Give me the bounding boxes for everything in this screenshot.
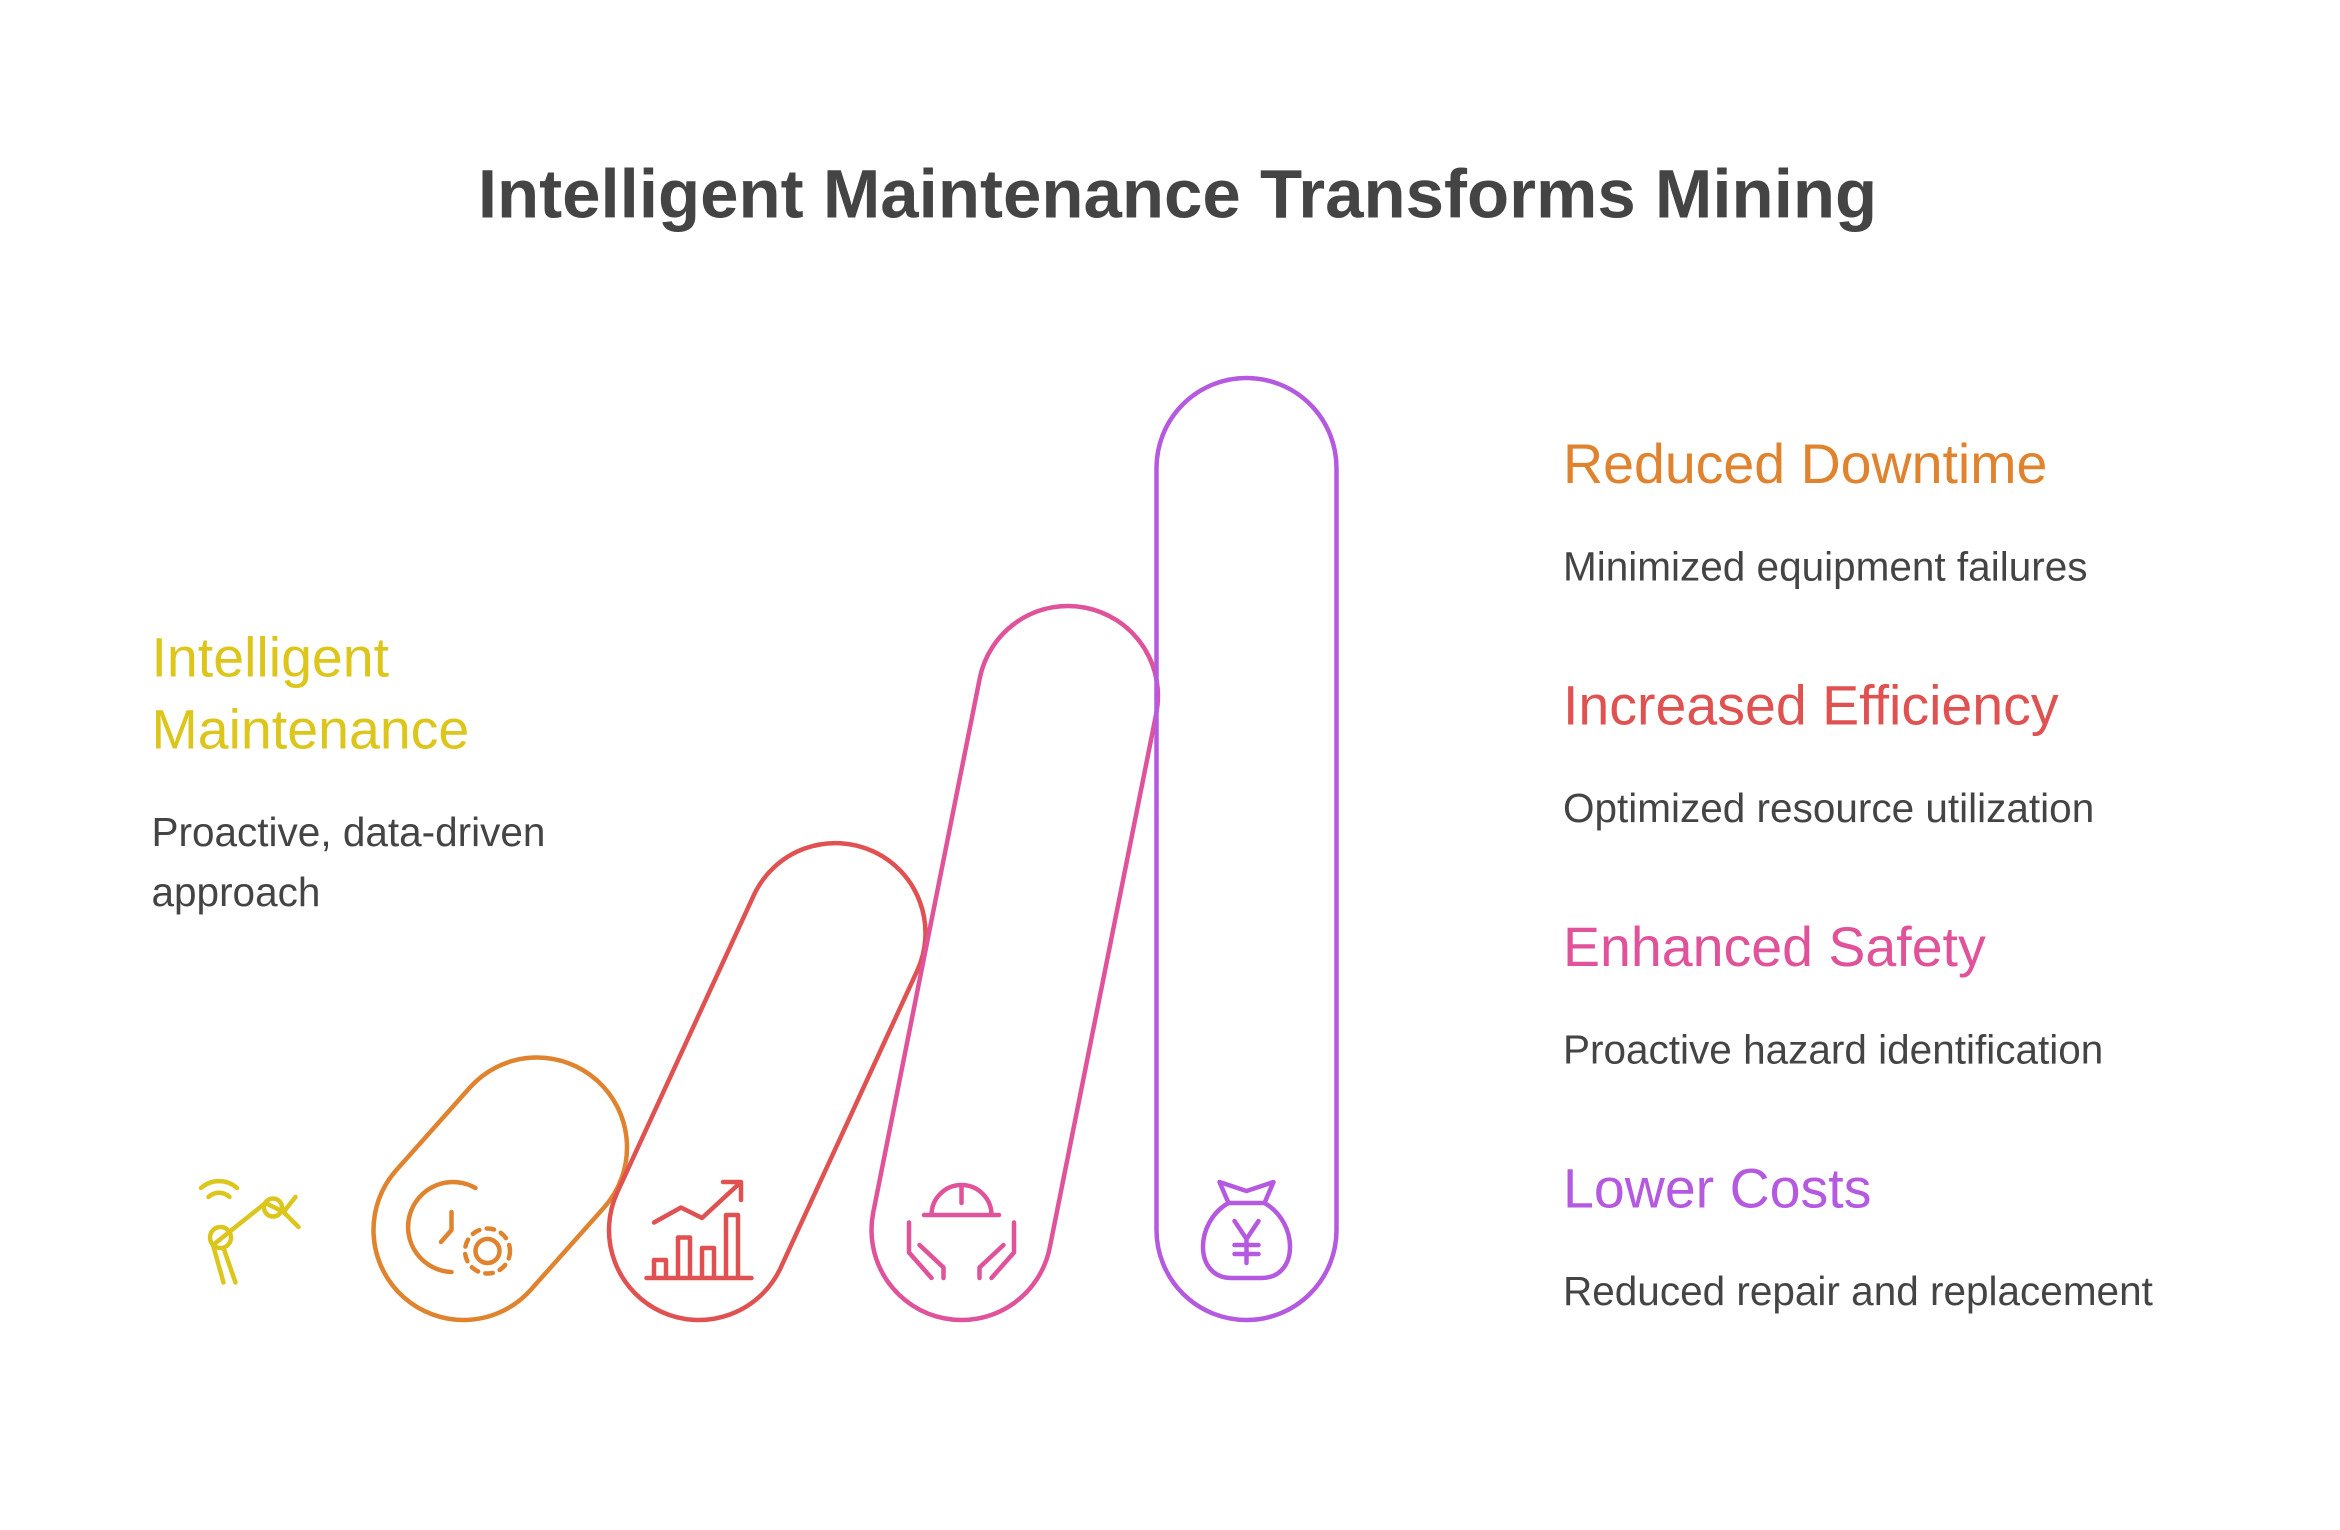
item-title: Enhanced Safety [1563, 916, 1986, 978]
step-capsule [606, 840, 928, 1323]
growth-chart-icon [644, 1179, 754, 1281]
item-description: Optimized resource utilization [1563, 785, 2094, 831]
clock-gear-icon [405, 1179, 513, 1276]
intro-description: Proactive, data-driven approach [152, 809, 546, 915]
title: Intelligent Maintenance Transforms Minin… [478, 156, 1877, 233]
intro-title: Intelligent Maintenance [152, 627, 470, 761]
intro-title-line: Maintenance [152, 699, 470, 761]
intro-title-line: Intelligent [152, 627, 390, 689]
item-description: Proactive hazard identification [1563, 1027, 2103, 1073]
step-capsule [371, 1055, 630, 1323]
step-capsule [1154, 375, 1339, 1323]
robot-arm-icon [198, 1178, 301, 1285]
item-title: Reduced Downtime [1563, 433, 2047, 495]
intro-description-line: Proactive, data-driven [152, 809, 546, 855]
helmet-hands-icon [906, 1182, 1017, 1281]
money-bag-icon [1200, 1179, 1293, 1281]
item-description: Minimized equipment failures [1563, 544, 2087, 590]
item-description: Reduced repair and replacement [1563, 1268, 2153, 1314]
intro-description-line: approach [152, 869, 321, 915]
item-title: Increased Efficiency [1563, 675, 2059, 737]
step-capsule [869, 604, 1161, 1322]
item-title: Lower Costs [1563, 1158, 1871, 1220]
